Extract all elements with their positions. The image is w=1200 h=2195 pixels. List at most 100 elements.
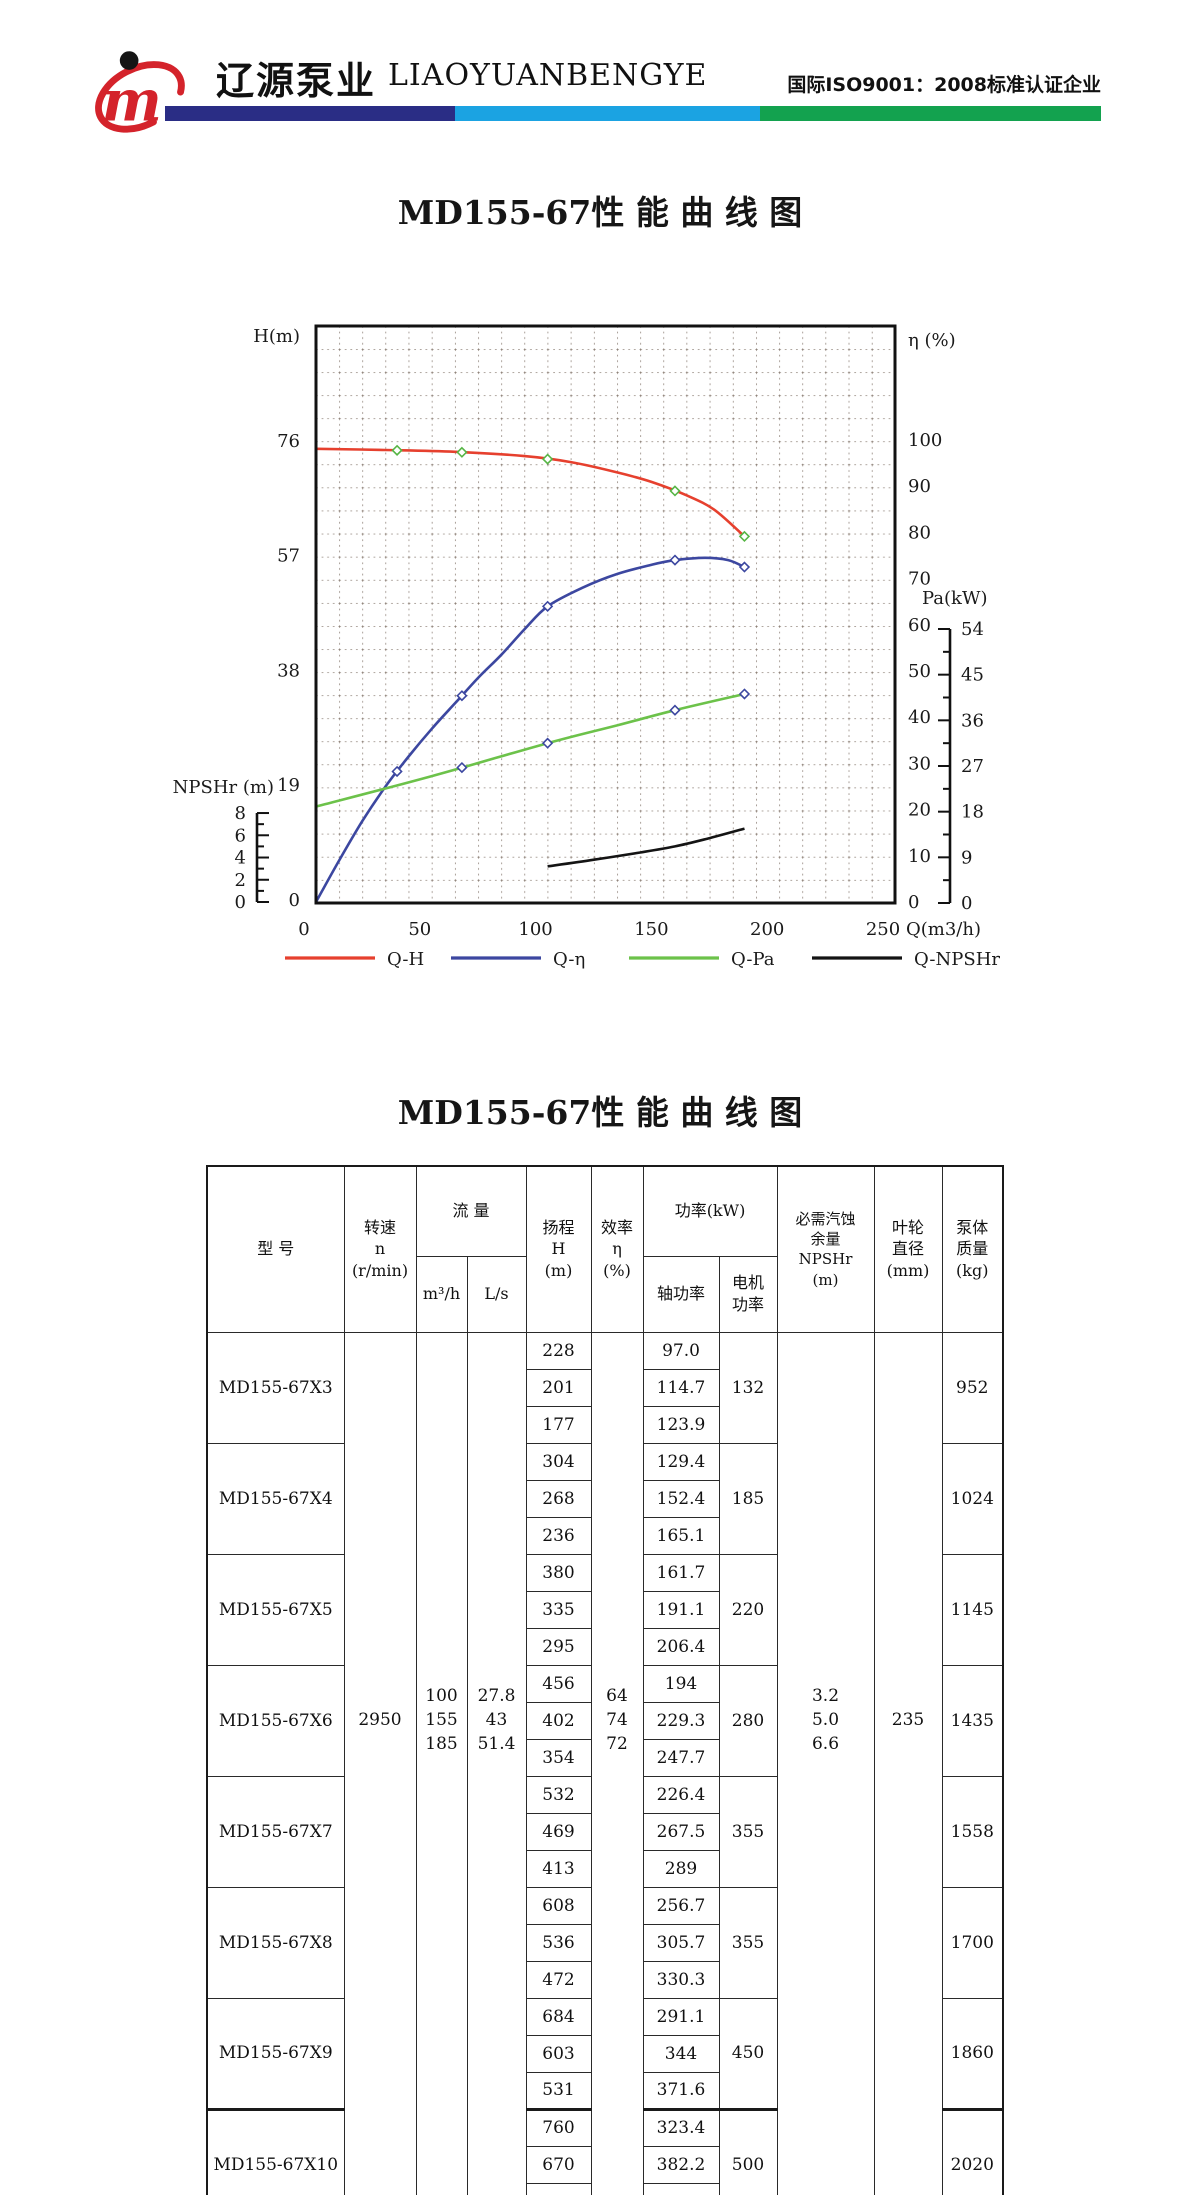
table-row xyxy=(207,2182,1003,2195)
col-header-speed: 转速 n (r/min) xyxy=(343,1165,417,1333)
head-cell: 402 xyxy=(525,1701,592,1740)
col-header-head: 扬程 H (m) xyxy=(525,1165,592,1333)
col-header-efficiency: 效率 η (%) xyxy=(590,1165,644,1333)
head-cell: 532 xyxy=(525,1775,592,1814)
marker-Q-Pa xyxy=(541,737,554,749)
marker-Q-η xyxy=(541,600,554,612)
h-axis-tick: 0 xyxy=(289,890,300,911)
brand-logo: m xyxy=(95,51,185,134)
q-axis-tick: 150 xyxy=(634,919,668,940)
eta-axis-label: η (%) xyxy=(908,330,956,351)
col-header-shaft-power: 轴功率 xyxy=(642,1255,720,1333)
shaft-power-cell: 330.3 xyxy=(642,1960,720,1999)
head-cell: 228 xyxy=(525,1331,592,1370)
col-header-flow: 流 量 xyxy=(415,1165,527,1257)
h-axis-tick: 19 xyxy=(277,775,300,796)
mass-cell: 1145 xyxy=(941,1553,1004,1666)
marker-Q-H xyxy=(669,485,681,497)
plot-grid xyxy=(316,326,895,903)
head-cell: 456 xyxy=(525,1664,592,1703)
motor-power-cell: 500 xyxy=(718,2107,778,2195)
brand-color-bar xyxy=(165,106,1101,121)
model-cell: MD155-67X10 xyxy=(206,2107,345,2195)
h-axis-tick: 38 xyxy=(277,660,300,681)
q-axis-tick: 250 xyxy=(866,919,900,940)
marker-Q-Pa xyxy=(738,688,751,700)
head-cell: 413 xyxy=(525,1849,592,1888)
h-axis-label: H(m) xyxy=(253,326,300,347)
motor-power-cell: 450 xyxy=(718,1997,778,2110)
mass-cell: 2020 xyxy=(941,2107,1004,2195)
table-row: MD155-67X9 684 291.1 450 1860 xyxy=(206,1997,1004,2110)
shaft-power-cell: 165.1 xyxy=(642,1516,720,1555)
table-row: MD155-67X3 2950 100 155 185 27.8 43 51.4 228… xyxy=(206,1331,1004,2195)
col-header-model: 型 号 xyxy=(206,1165,345,1333)
shaft-power-cell: 152.4 xyxy=(642,1479,720,1518)
head-cell: 536 xyxy=(525,1923,592,1962)
shaft-power-cell: 229.3 xyxy=(642,1701,720,1740)
marker-Q-H xyxy=(456,446,468,458)
spec-table-body: MD155-67X3 2950 100 155 185 27.8 43 51.4 228… xyxy=(206,1331,1004,2195)
q-axis-tick: 50 xyxy=(408,919,431,940)
shaft-power-cell: 267.5 xyxy=(642,1812,720,1851)
marker-Q-η xyxy=(456,690,468,702)
efficiency-cell: 64 74 72 xyxy=(590,1331,644,2195)
table-row: 413 289 xyxy=(207,1849,1003,1888)
col-header-power: 功率(kW) xyxy=(642,1165,778,1257)
marker-Q-H xyxy=(541,453,554,465)
npshr-axis-label: NPSHr (m) xyxy=(173,777,274,798)
logo-m-icon: m xyxy=(102,68,162,134)
chart-title: MD155-67性 能 曲 线 图 xyxy=(397,193,803,232)
chart-legend: Q-H Q-η Q-Pa Q-NPSHr xyxy=(285,949,1000,970)
eta-axis-tick: 10 xyxy=(908,846,931,867)
brand-name-chinese: 辽源泵业 xyxy=(216,59,377,103)
shaft-power-cell: 97.0 xyxy=(642,1331,720,1370)
legend-label-Q-Pa: Q-Pa xyxy=(731,949,775,970)
table-row: MD155-67X4 304 129.4 185 1024 xyxy=(206,1442,1004,1555)
curve-Q-H xyxy=(315,447,746,538)
marker-Q-Pa xyxy=(456,761,468,774)
table-row: 335 191.1 xyxy=(207,1590,1003,1629)
pa-axis-tick-label: 36 xyxy=(961,710,984,731)
pa-axis-tick-label: 9 xyxy=(961,847,972,868)
eta-axis-tick: 0 xyxy=(908,892,919,913)
eta-axis-tick: 40 xyxy=(908,707,931,728)
model-cell: MD155-67X4 xyxy=(206,1442,345,1555)
head-cell: 469 xyxy=(525,1812,592,1851)
npshr-axis-tick-label: 0 xyxy=(235,892,246,913)
pa-axis-tick-label: 0 xyxy=(961,893,972,914)
marker-Q-H xyxy=(738,530,751,543)
head-cell: 295 xyxy=(525,1627,592,1666)
pa-axis-tick-label: 54 xyxy=(961,619,984,640)
motor-power-cell: 280 xyxy=(718,1664,778,1777)
shaft-power-cell: 206.4 xyxy=(642,1627,720,1666)
legend-label-Q-η: Q-η xyxy=(553,949,585,970)
marker-Q-H xyxy=(391,444,403,456)
curves xyxy=(314,444,751,903)
table-row: 603 344 xyxy=(207,2034,1003,2073)
impeller-cell-value: 235 xyxy=(891,1709,925,1730)
col-header-motor-power: 电机 功率 xyxy=(718,1255,778,1333)
head-cell: 304 xyxy=(525,1442,592,1481)
model-cell: MD155-67X8 xyxy=(206,1886,345,1999)
mass-cell: 1435 xyxy=(941,1664,1004,1777)
shaft-power-cell: 226.4 xyxy=(642,1775,720,1814)
npshr-axis-tick-label: 2 xyxy=(235,870,246,891)
motor-power-cell: 355 xyxy=(718,1886,778,1999)
head-cell xyxy=(525,2182,592,2195)
spec-table-head: 型 号转速 n (r/min) 流 量扬程 H (m) 效率 η (%) 功率(kW)… xyxy=(206,1165,1004,1333)
shaft-power-cell: 129.4 xyxy=(642,1442,720,1481)
shaft-power-cell: 323.4 xyxy=(642,2107,720,2147)
model-cell: MD155-67X3 xyxy=(206,1331,345,1444)
col-header-flow-m3h: m³/h xyxy=(415,1255,468,1333)
legend-label-Q-H: Q-H xyxy=(387,949,424,970)
marker-Q-η xyxy=(738,561,751,573)
pa-axis-label: Pa(kW) xyxy=(922,588,988,609)
brand-name-english: LIAOYUANBENGYE xyxy=(388,58,708,93)
motor-power-cell: 185 xyxy=(718,1442,778,1555)
table-row: 236 165.1 xyxy=(207,1516,1003,1555)
mass-cell: 952 xyxy=(941,1331,1004,1444)
marker-Q-η xyxy=(391,765,403,778)
